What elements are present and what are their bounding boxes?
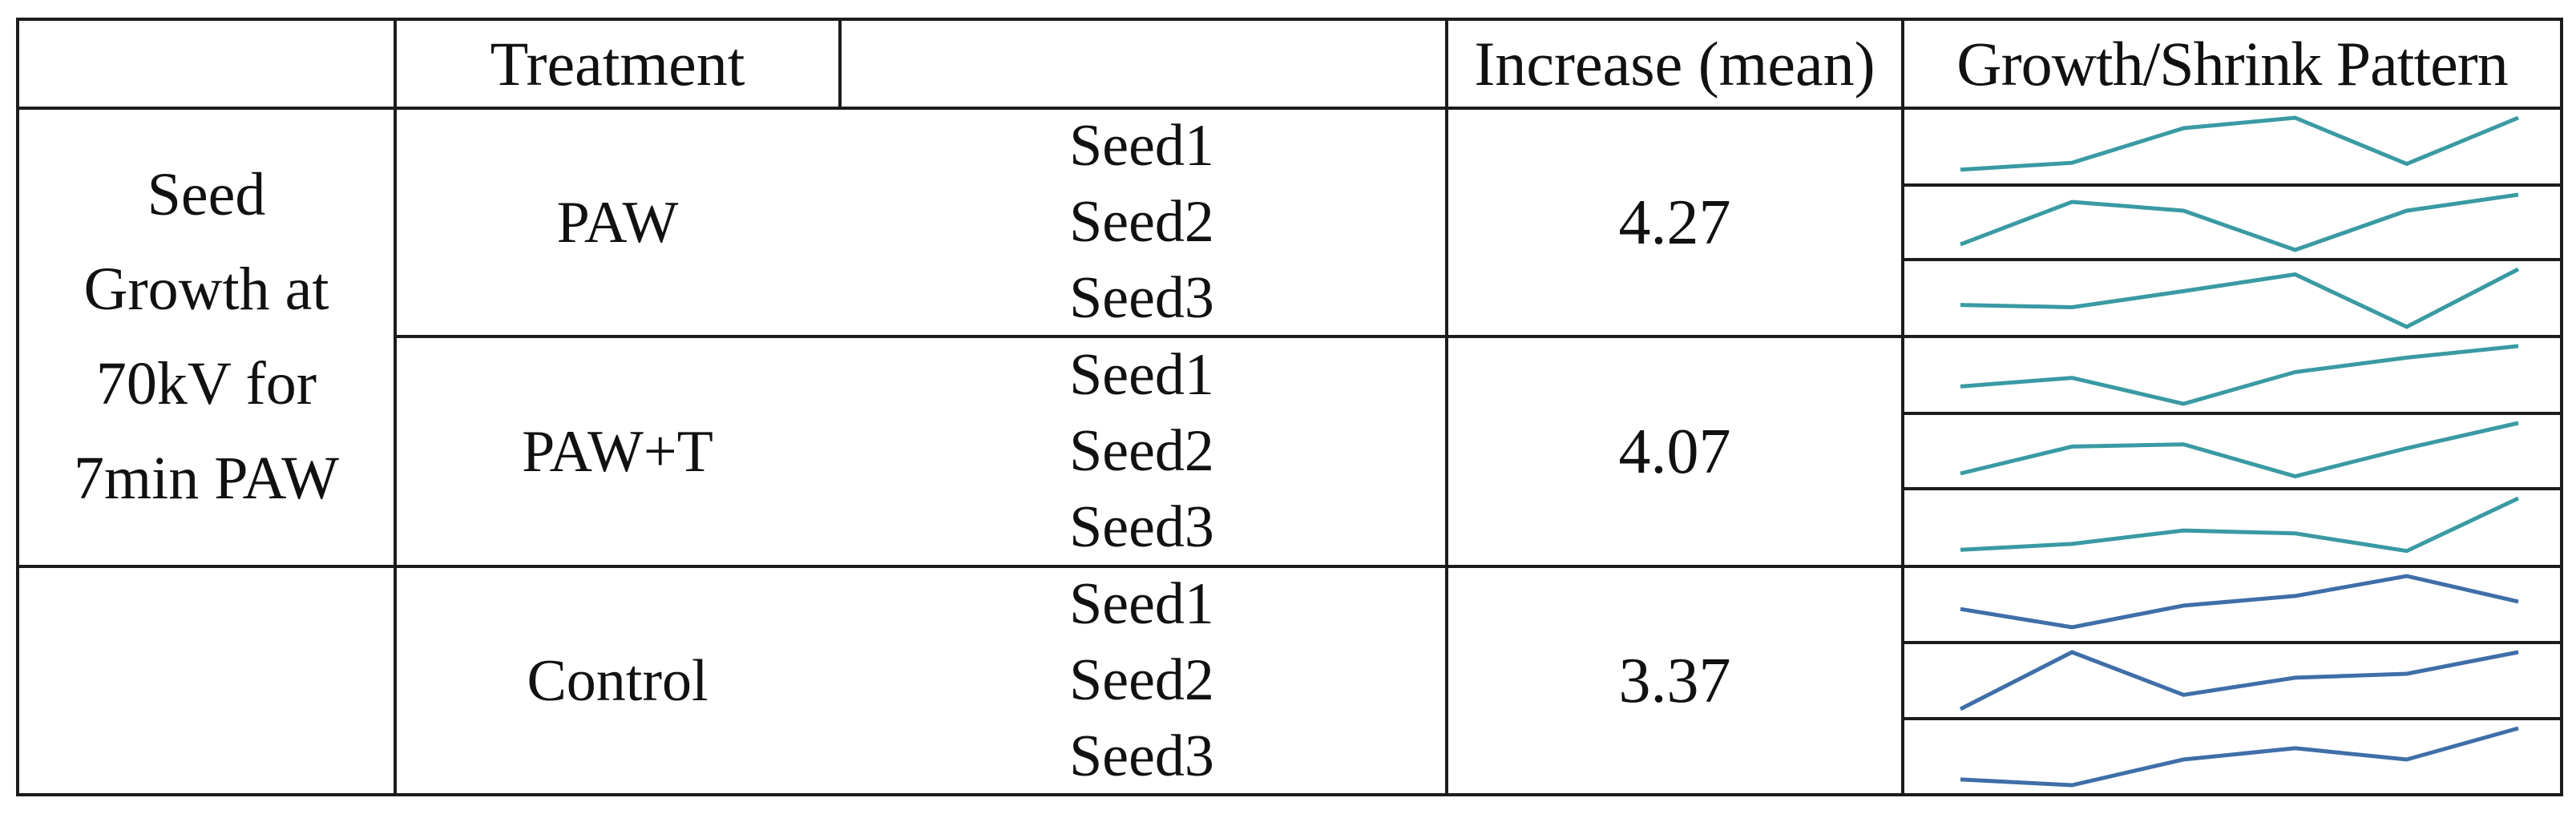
sparkline-path [1960, 115, 2519, 172]
spark-divider [1901, 412, 2563, 415]
group-label: Seed Growth at 70kV for 7min PAW [19, 148, 394, 525]
group-label-line-3: 70kV for [95, 350, 317, 417]
spark-divider [1901, 717, 2563, 720]
seed-list: Seed1 Seed2 Seed3 [838, 568, 1445, 793]
seed-label: Seed1 [1069, 342, 1214, 408]
seed-label: Seed3 [1069, 265, 1214, 331]
seed-label: Seed1 [1069, 571, 1214, 637]
mean-increase-value: 4.27 [1618, 187, 1731, 258]
seed-list: Seed1 Seed2 Seed3 [838, 110, 1445, 335]
sparkline-control-seed1 [1960, 574, 2519, 630]
column-divider [394, 18, 397, 796]
seed-list: Seed1 Seed2 Seed3 [838, 338, 1445, 565]
sparkline-paw-t-seed3 [1960, 496, 2520, 554]
group-label-line-2: Growth at [83, 256, 329, 323]
spark-divider [1901, 641, 2563, 644]
group-label-line-4: 7min PAW [73, 445, 340, 512]
sparkline-paw-t-seed1 [1960, 344, 2519, 406]
treatment-cell-paw-t: PAW+T [522, 418, 713, 485]
sparkline-path [1960, 421, 2519, 479]
header-divider [16, 107, 2563, 110]
seed-label: Seed1 [1069, 113, 1214, 179]
seed-label: Seed3 [1069, 723, 1214, 789]
sparkline-path [1960, 267, 2520, 329]
column-divider [838, 18, 842, 110]
sparkline-path [1960, 574, 2519, 630]
row-divider-paw [394, 335, 2563, 338]
seed-label: Seed2 [1069, 647, 1214, 713]
sparkline-path [1960, 726, 2519, 788]
table-border-right [2560, 18, 2563, 796]
sparkline-control-seed3 [1960, 726, 2519, 788]
sparkline-path [1960, 496, 2520, 554]
mean-increase-value: 4.07 [1618, 416, 1731, 487]
sparkline-paw-t-seed2 [1960, 421, 2519, 479]
sparkline-paw-seed2 [1960, 192, 2519, 252]
mean-increase-value: 3.37 [1618, 645, 1731, 716]
spark-divider [1901, 258, 2563, 261]
increase-mean-header: Increase (mean) [1474, 28, 1875, 99]
spark-divider [1901, 487, 2563, 490]
sparkline-path [1959, 650, 2519, 711]
growth-shrink-pattern-header: Growth/Shrink Pattern [1956, 28, 2508, 99]
sparkline-paw-seed1 [1960, 115, 2519, 172]
group-label-line-1: Seed [147, 161, 266, 228]
sparkline-control-seed2 [1959, 650, 2519, 711]
seed-label: Seed3 [1069, 494, 1214, 560]
treatment-cell-paw: PAW [556, 189, 679, 256]
sparkline-path [1960, 344, 2519, 406]
sparkline-paw-seed3 [1960, 267, 2520, 329]
column-divider [1901, 18, 1904, 796]
seed-label: Seed2 [1069, 189, 1214, 255]
row-divider-group [16, 565, 2563, 568]
sparkline-path [1960, 192, 2519, 252]
table-border-top [16, 18, 2563, 21]
table-border-left [16, 18, 19, 796]
spark-divider [1901, 183, 2563, 187]
seed-label: Seed2 [1069, 418, 1214, 484]
treatment-cell-control: Control [527, 647, 709, 714]
treatment-header: Treatment [490, 28, 745, 99]
table-border-bottom [16, 793, 2563, 796]
column-divider [1445, 18, 1448, 796]
